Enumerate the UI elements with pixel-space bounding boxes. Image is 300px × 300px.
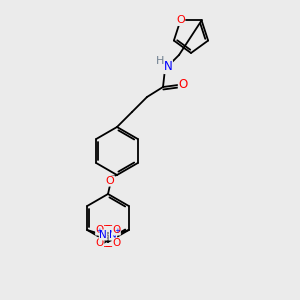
Text: N: N [109,230,117,240]
Text: −: − [105,221,113,231]
Text: O: O [96,225,104,235]
Text: O: O [112,238,120,248]
Text: −: − [105,242,113,252]
Text: N: N [99,230,107,240]
Text: −: − [103,242,111,252]
Text: H: H [156,56,164,66]
Text: O: O [112,225,120,235]
Text: O: O [106,176,114,186]
Text: −: − [103,221,111,231]
Text: N: N [164,61,172,74]
Text: +: + [114,228,120,234]
Text: O: O [178,79,188,92]
Text: +: + [96,228,102,234]
Text: O: O [96,238,104,248]
Text: O: O [176,15,185,26]
